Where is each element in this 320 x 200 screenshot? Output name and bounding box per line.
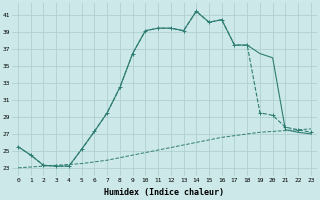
X-axis label: Humidex (Indice chaleur): Humidex (Indice chaleur) [104,188,224,197]
